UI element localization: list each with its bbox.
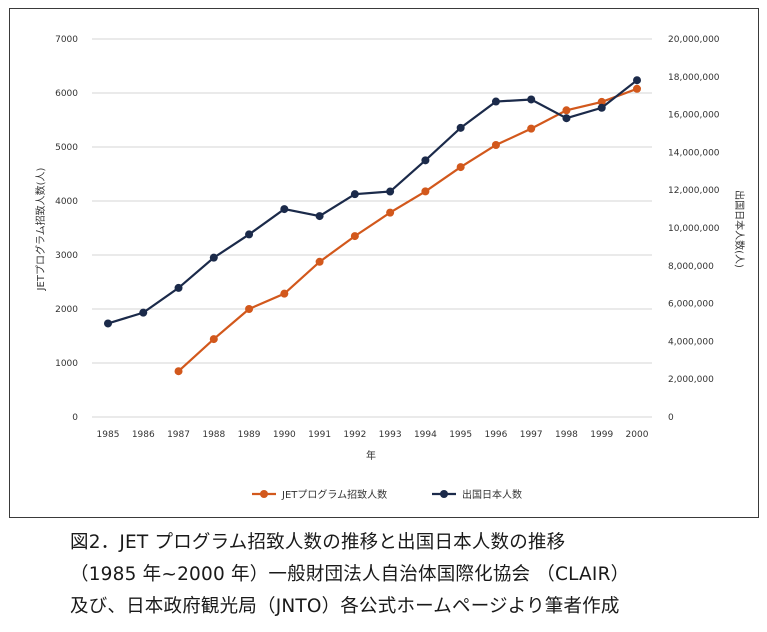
- data-point-outbound: [245, 230, 254, 239]
- data-point-jet: [527, 124, 536, 133]
- data-point-outbound: [209, 253, 218, 262]
- legend: JETプログラム招致人数 出国日本人数: [252, 488, 522, 501]
- right-tick-label: 8,000,000: [668, 262, 714, 272]
- series-layer: [104, 76, 641, 376]
- data-point-outbound: [315, 212, 324, 221]
- data-point-jet: [386, 208, 395, 217]
- data-point-jet: [245, 305, 254, 313]
- x-tick-label: 1992: [343, 430, 366, 440]
- x-axis-title: 年: [366, 449, 376, 462]
- data-point-outbound: [491, 97, 500, 106]
- legend-label-jet: JETプログラム招致人数: [281, 488, 387, 501]
- data-point-jet: [315, 257, 324, 266]
- left-axis-title: JETプログラム招致人数(人): [34, 167, 47, 291]
- figure-caption: 図2．JET プログラム招致人数の推移と出国日本人数の推移 （1985 年~20…: [70, 527, 760, 623]
- right-tick-label: 20,000,000: [668, 35, 720, 45]
- series-line-jet: [177, 87, 638, 373]
- right-tick-label: 6,000,000: [668, 300, 714, 310]
- data-point-outbound: [527, 95, 536, 104]
- data-point-outbound: [139, 308, 148, 317]
- right-tick-label: 12,000,000: [668, 186, 720, 196]
- data-point-jet: [597, 97, 606, 106]
- caption-line-2: （1985 年~2000 年）一般財団法人自治体国際化協会 （CLAIR）: [70, 564, 630, 585]
- x-tick-label: 1991: [308, 430, 331, 440]
- right-tick-label: 18,000,000: [668, 73, 720, 83]
- x-axis-ticks: 1985 1986 1987 1988 1989 1990 1991 1992 1993 1994…: [97, 430, 649, 440]
- data-point-outbound: [562, 114, 571, 123]
- data-point-jet: [280, 289, 289, 298]
- right-tick-label: 10,000,000: [668, 224, 720, 234]
- x-tick-label: 1993: [379, 430, 402, 440]
- data-point-outbound: [174, 283, 183, 292]
- legend-label-outbound: 出国日本人数: [462, 488, 522, 501]
- x-tick-label: 1994: [414, 430, 437, 440]
- x-tick-label: 1986: [132, 430, 155, 440]
- data-point-outbound: [456, 123, 465, 132]
- data-point-jet: [633, 84, 641, 93]
- right-tick-label: 14,000,000: [668, 148, 720, 158]
- x-tick-label: 1997: [520, 430, 543, 440]
- data-point-outbound: [104, 319, 112, 328]
- right-axis-title: 出国日本人数(人): [733, 190, 746, 268]
- x-tick-label: 2000: [626, 430, 649, 440]
- x-tick-label: 1998: [555, 430, 578, 440]
- data-point-jet: [350, 232, 359, 241]
- x-tick-label: 1990: [273, 430, 296, 440]
- caption-line-1: 図2．JET プログラム招致人数の推移と出国日本人数の推移: [70, 532, 566, 553]
- data-point-outbound: [386, 187, 395, 196]
- data-point-jet: [491, 141, 500, 150]
- x-tick-label: 1987: [167, 430, 190, 440]
- gridlines: [92, 38, 652, 418]
- data-point-outbound: [597, 103, 606, 112]
- legend-marker-outbound: [440, 490, 448, 498]
- right-axis-ticks: 20,000,000 18,000,000 16,000,000 14,000,000…: [668, 35, 720, 423]
- x-tick-label: 1988: [202, 430, 225, 440]
- left-tick-label: 0: [72, 413, 78, 423]
- data-point-jet: [562, 106, 571, 115]
- x-tick-label: 1996: [484, 430, 507, 440]
- left-tick-label: 3000: [55, 251, 78, 261]
- line-chart: 7000 6000 5000 4000 3000 2000 1000 0 20,000,000…: [34, 35, 746, 501]
- right-tick-label: 4,000,000: [668, 337, 714, 347]
- data-point-outbound: [280, 205, 289, 214]
- data-point-outbound: [633, 76, 641, 85]
- left-tick-label: 2000: [55, 305, 78, 315]
- series-line-outbound: [107, 79, 638, 325]
- x-tick-label: 1985: [97, 430, 120, 440]
- data-point-jet: [456, 163, 465, 172]
- x-tick-label: 1999: [590, 430, 613, 440]
- right-tick-label: 0: [668, 413, 674, 423]
- left-tick-label: 5000: [55, 143, 78, 153]
- x-tick-label: 1989: [238, 430, 261, 440]
- left-tick-label: 7000: [55, 35, 78, 45]
- data-point-jet: [421, 187, 430, 196]
- data-point-outbound: [350, 190, 359, 199]
- right-tick-label: 16,000,000: [668, 111, 720, 121]
- x-tick-label: 1995: [449, 430, 472, 440]
- data-point-jet: [209, 335, 218, 344]
- data-point-jet: [174, 367, 183, 376]
- left-tick-label: 1000: [55, 359, 78, 369]
- left-axis-ticks: 7000 6000 5000 4000 3000 2000 1000 0: [55, 35, 78, 423]
- caption-line-3: 及び、日本政府観光局（JNTO）各公式ホームページより筆者作成: [70, 596, 620, 617]
- data-point-outbound: [421, 156, 430, 165]
- right-tick-label: 2,000,000: [668, 375, 714, 385]
- legend-marker-jet: [260, 490, 268, 498]
- left-tick-label: 6000: [55, 89, 78, 99]
- left-tick-label: 4000: [55, 197, 78, 207]
